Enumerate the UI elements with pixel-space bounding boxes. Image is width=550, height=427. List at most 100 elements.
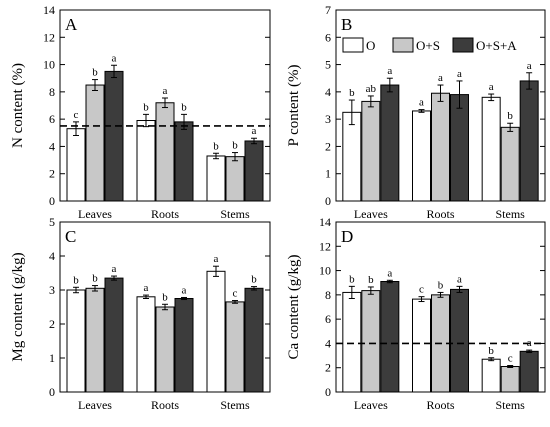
significance-letter: a	[112, 52, 117, 64]
significance-letter: a	[457, 68, 462, 80]
panel-label: D	[341, 227, 353, 246]
y-tick-label: 5	[325, 58, 331, 72]
y-tick-label: 4	[49, 249, 55, 263]
bar	[136, 296, 156, 393]
significance-letter: a	[527, 60, 532, 72]
significance-letter: b	[181, 101, 187, 113]
legend-swatch	[342, 37, 364, 53]
x-tick-label: Roots	[151, 398, 179, 412]
y-tick-label: 6	[325, 30, 331, 44]
panel-label: C	[65, 227, 76, 246]
significance-letter: b	[73, 274, 79, 286]
x-tick-label: Roots	[426, 398, 454, 412]
significance-letter: ab	[366, 83, 377, 95]
y-tick-label: 14	[43, 3, 55, 17]
y-axis-label: N content (%)	[10, 63, 26, 148]
significance-letter: c	[74, 109, 79, 121]
significance-letter: a	[489, 81, 494, 93]
bar	[174, 298, 194, 393]
significance-letter: c	[508, 353, 513, 365]
y-tick-label: 12	[319, 239, 331, 253]
bar	[481, 358, 501, 393]
bar	[342, 111, 362, 202]
y-tick-label: 0	[49, 385, 55, 399]
bar	[380, 281, 400, 393]
bar	[155, 306, 175, 393]
y-tick-label: 2	[325, 361, 331, 375]
bar	[431, 92, 450, 202]
bar	[361, 290, 381, 393]
legend-label: O+S	[416, 38, 440, 53]
bar	[342, 291, 362, 393]
significance-letter: a	[387, 267, 392, 279]
significance-letter: b	[349, 273, 355, 285]
y-tick-label: 1	[49, 351, 55, 365]
bar	[481, 96, 501, 202]
significance-letter: a	[387, 65, 392, 77]
y-axis-label: Mg content (g/kg)	[10, 252, 26, 361]
bar	[450, 94, 469, 202]
bar	[500, 126, 520, 202]
chart-panel-c: 0 1 2 3 4 5 Mg content (g/kg) Leaves b b a Roots a b a…	[10, 215, 271, 412]
bar	[104, 70, 124, 202]
bar	[244, 140, 264, 202]
bar	[66, 289, 86, 393]
bar	[519, 350, 539, 393]
legend-swatch	[452, 37, 474, 53]
bar	[412, 298, 431, 393]
plot-frame	[59, 9, 271, 202]
bar	[85, 287, 105, 393]
x-tick-label: Leaves	[78, 207, 112, 221]
significance-letter: a	[438, 72, 443, 84]
x-tick-label: Roots	[426, 207, 454, 221]
bar	[66, 128, 86, 202]
y-axis-label: P content (%)	[286, 65, 302, 147]
significance-letter: b	[213, 140, 219, 152]
bar	[136, 120, 156, 202]
significance-letter: b	[92, 67, 98, 79]
y-tick-label: 2	[49, 167, 55, 181]
bar	[244, 287, 264, 393]
bar	[225, 156, 245, 202]
y-tick-label: 0	[49, 194, 55, 208]
y-tick-label: 2	[49, 317, 55, 331]
y-tick-label: 6	[49, 112, 55, 126]
bar	[174, 121, 194, 202]
significance-letter: b	[488, 345, 494, 357]
y-tick-label: 4	[325, 336, 331, 350]
bar	[104, 277, 124, 393]
significance-letter: b	[143, 101, 149, 113]
bar	[450, 288, 469, 393]
y-axis-label: Ca content (g/kg)	[286, 255, 302, 360]
bar	[225, 301, 245, 393]
y-tick-label: 6	[325, 312, 331, 326]
chart-panel-a: 0 2 4 6 8 10 12 14 N content (%) Leaves c b a Roots b a…	[10, 3, 271, 221]
y-tick-label: 2	[325, 139, 331, 153]
significance-letter: a	[419, 97, 424, 109]
bar	[380, 84, 400, 202]
y-tick-label: 12	[43, 30, 55, 44]
x-tick-label: Stems	[495, 398, 525, 412]
legend-label: O	[366, 38, 375, 53]
x-tick-label: Leaves	[354, 207, 388, 221]
y-tick-label: 0	[325, 194, 331, 208]
legend-label: O+S+A	[476, 38, 517, 53]
significance-letter: a	[144, 282, 149, 294]
bar	[206, 270, 226, 393]
y-tick-label: 1	[325, 167, 331, 181]
significance-letter: a	[214, 253, 219, 265]
y-tick-label: 10	[43, 58, 55, 72]
y-tick-label: 8	[325, 288, 331, 302]
significance-letter: b	[349, 87, 355, 99]
bar	[155, 102, 175, 202]
legend-swatch	[392, 37, 414, 53]
panel-label: B	[341, 15, 352, 34]
x-tick-label: Stems	[220, 207, 250, 221]
significance-letter: a	[252, 125, 257, 137]
bar	[85, 84, 105, 202]
y-tick-label: 3	[49, 283, 55, 297]
x-tick-label: Leaves	[354, 398, 388, 412]
significance-letter: a	[182, 284, 187, 296]
